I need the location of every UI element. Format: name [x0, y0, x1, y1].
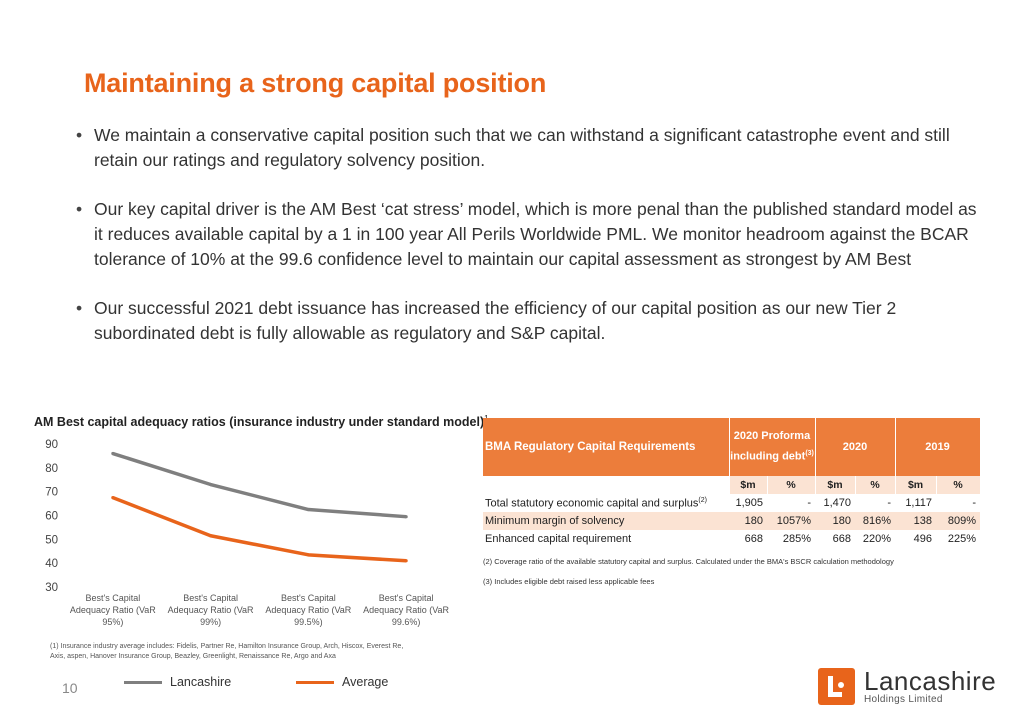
table-notes: (2) Coverage ratio of the available stat…	[483, 556, 980, 596]
y-tick-label: 40	[45, 558, 58, 570]
data-point-lancashire	[306, 507, 310, 512]
row-label: Enhanced capital requirement	[485, 533, 632, 545]
unit-cell: $m	[729, 476, 768, 495]
bullet-list: We maintain a conservative capital posit…	[76, 123, 986, 370]
page-title: Maintaining a strong capital position	[84, 68, 547, 98]
table-cell: -	[972, 497, 977, 510]
page-number: 10	[62, 680, 78, 696]
data-point-average	[111, 496, 115, 500]
table-note: (2) Coverage ratio of the available stat…	[483, 557, 894, 566]
legend-average: Average	[296, 675, 388, 689]
bullet-item: Our key capital driver is the AM Best ‘c…	[76, 197, 986, 272]
units-spacer	[483, 476, 730, 495]
table-row: Minimum margin of solvency 180 1057% 180…	[483, 512, 981, 530]
table-units-row: $m % $m % $m %	[483, 476, 981, 495]
x-tick-label: Adequacy Ratio (VaR	[168, 605, 254, 615]
table-cell: 496	[913, 533, 933, 545]
table-header-2020: 2020	[815, 418, 896, 476]
table-cell: 225%	[947, 533, 977, 545]
unit-cell: %	[855, 476, 896, 495]
logo-subtitle: Holdings Limited	[864, 694, 943, 705]
unit-cell: $m	[895, 476, 937, 495]
series-line-average	[112, 495, 407, 563]
lancashire-logo-icon	[818, 668, 855, 705]
table-cell: 809%	[936, 512, 981, 530]
bullet-item: Our successful 2021 debt issuance has in…	[76, 296, 986, 346]
data-point-average	[209, 534, 213, 538]
y-tick-label: 70	[45, 487, 58, 499]
table-row: Enhanced capital requirement 668 285% 66…	[483, 530, 980, 548]
unit-cell: %	[767, 476, 816, 495]
header-2020-proforma-text: 2020 Proforma including debt	[730, 430, 811, 463]
table-cell: 668	[832, 533, 852, 545]
row-label: Total statutory economic capital and sur…	[483, 494, 729, 512]
table-cell: 1,470	[823, 497, 852, 510]
x-tick-label: 99.6%)	[392, 617, 421, 627]
legend-label-average: Average	[342, 675, 389, 689]
table-header-row: BMA Regulatory Capital Requirements 2020…	[483, 418, 981, 476]
table-cell: 1,117	[905, 497, 933, 510]
table-cell: 1057%	[767, 512, 816, 530]
table-cell: -	[807, 497, 812, 510]
legend-swatch-average	[296, 680, 334, 684]
x-tick-label: 99.5%)	[294, 617, 323, 627]
legend-lancashire: Lancashire	[124, 675, 231, 689]
x-tick-label: 99%)	[200, 617, 221, 627]
table-cell: 285%	[782, 533, 812, 545]
y-tick-label: 90	[45, 439, 58, 451]
y-tick-label: 50	[45, 534, 58, 546]
x-tick-label: Adequacy Ratio (VaR	[265, 605, 351, 615]
unit-cell: $m	[815, 476, 856, 495]
table-header-label: BMA Regulatory Capital Requirements	[483, 418, 730, 476]
x-tick-label: Adequacy Ratio (VaR	[70, 605, 156, 615]
table-header-2020-proforma: 2020 Proforma including debt(3)	[729, 418, 816, 476]
legend-swatch-lancashire	[124, 680, 162, 684]
chart-title: AM Best capital adequacy ratios (insuran…	[34, 414, 489, 429]
x-tick-label: Best's Capital	[281, 593, 336, 603]
row-label-note: (2)	[698, 496, 707, 504]
x-tick-label: Best's Capital	[183, 593, 238, 603]
header-2020-proforma-note: (3)	[805, 450, 814, 458]
data-point-average	[306, 553, 310, 557]
table-cell: -	[887, 497, 892, 510]
y-tick-label: 80	[45, 463, 58, 475]
x-tick-label: Best's Capital	[379, 593, 434, 603]
unit-cell: %	[936, 476, 981, 495]
series-line-lancashire	[112, 451, 407, 519]
y-tick-label: 30	[45, 582, 58, 594]
data-point-average	[404, 559, 408, 563]
legend-label-lancashire: Lancashire	[170, 675, 232, 689]
table-cell: 816%	[855, 512, 896, 530]
table-cell: 180	[815, 512, 856, 530]
table-cell: 1,905	[735, 497, 763, 510]
table-note: (3) Includes eligible debt raised less a…	[483, 577, 655, 586]
x-tick-label: 95%)	[102, 617, 123, 627]
table-cell: 180	[729, 512, 767, 530]
chart-title-text: AM Best capital adequacy ratios (insuran…	[34, 415, 485, 430]
x-tick-label: Adequacy Ratio (VaR	[363, 605, 449, 615]
chart-footnote: (1) Insurance industry average includes:…	[50, 643, 404, 660]
bullet-item: We maintain a conservative capital posit…	[76, 123, 986, 173]
lancashire-logo: Lancashire Holdings Limited	[818, 668, 996, 705]
table-header-2019: 2019	[895, 418, 981, 476]
data-point-lancashire	[404, 515, 408, 519]
capital-adequacy-line-chart: 30 40 50 60 70 80 90 Best's Capital Adequacy Rat…	[45, 439, 449, 627]
bma-capital-table: BMA Regulatory Capital Requirements 2020…	[483, 418, 981, 596]
y-tick-label: 60	[45, 511, 58, 523]
logo-name: Lancashire	[864, 666, 997, 696]
table-row: Total statutory economic capital and sur…	[483, 494, 980, 512]
row-label: Minimum margin of solvency	[483, 512, 729, 530]
data-point-lancashire	[111, 451, 115, 456]
row-label-text: Total statutory economic capital and sur…	[485, 497, 699, 510]
data-point-lancashire	[209, 482, 213, 487]
table-cell: 668	[744, 533, 763, 545]
table-cell: 138	[895, 512, 937, 530]
x-tick-label: Best's Capital	[86, 593, 141, 603]
table-cell: 220%	[862, 533, 892, 545]
